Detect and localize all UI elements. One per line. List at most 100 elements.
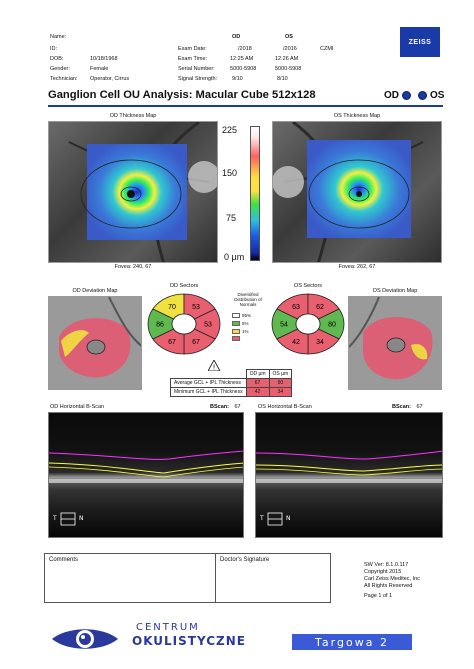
signature-label: Doctor's Signature — [220, 557, 270, 563]
scale-bottom: 0 µm — [224, 252, 245, 262]
os-sector-value: 80 — [328, 322, 336, 329]
os-fovea: Fovea: 262, 67 — [338, 264, 376, 270]
zeiss-logo-text: ZEISS — [408, 38, 432, 46]
serial-os: 5000-5908 — [275, 66, 302, 72]
thickness-os-value: 34 — [268, 387, 293, 397]
od-bscan-label-group: BScan: 67 — [210, 404, 241, 411]
sw-version: SW Ver: 8.1.0.117 — [364, 562, 409, 568]
os-thickness-map-graphic — [273, 122, 424, 262]
thickness-row-label: Minimum GCL + IPL Thickness — [170, 387, 247, 397]
scale-mid: 75 — [226, 213, 237, 223]
os-thickness-map — [272, 121, 442, 263]
serial-od: 5000-5908 — [230, 66, 257, 72]
exam-extra: CZMI — [320, 46, 334, 52]
os-sector-value: 54 — [280, 322, 288, 329]
signal-od: 9/10 — [232, 76, 243, 82]
os-bscan-graphic: T N — [256, 450, 442, 526]
thickness-row-label: Average GCL + IPL Thickness — [170, 378, 247, 388]
os-orientation-icon: T N — [259, 512, 291, 526]
gender-label: Gender: — [50, 66, 70, 72]
legend-5: 5% — [242, 321, 249, 326]
thickness-table: OD µm OS µm Average GCL + IPL Thickness … — [170, 369, 293, 397]
thickness-scale-bar — [250, 126, 260, 261]
svg-text:!: ! — [213, 364, 216, 372]
svg-text:N: N — [286, 515, 291, 522]
os-deviation-map — [348, 296, 442, 390]
od-thickness-caption: OD Thickness Map — [109, 113, 157, 119]
os-dot-icon — [418, 91, 427, 100]
legend-swatch-white — [232, 313, 240, 318]
thickness-os-value: 60 — [268, 378, 293, 388]
os-bscan-label: BScan: — [392, 404, 411, 410]
serial-label: Serial Number: — [178, 66, 215, 72]
exam-date-od: /2018 — [238, 46, 252, 52]
os-bscan-value: 67 — [416, 404, 423, 410]
os-deviation-graphic — [349, 297, 433, 380]
os-bscan-caption: OS Horizontal B-Scan — [258, 404, 312, 410]
page-number: Page 1 of 1 — [364, 593, 393, 599]
rights: All Rights Reserved — [364, 583, 413, 589]
od-bscan-label: BScan: — [210, 404, 229, 410]
clinic-address: Targowa 2 — [315, 635, 389, 649]
clinic-address-bar: Targowa 2 — [292, 634, 412, 650]
dob-value: 10/18/1968 — [90, 56, 118, 62]
od-bscan-graphic: T N — [49, 450, 243, 526]
thickness-col-od: OD µm — [245, 369, 270, 379]
exam-date-os: /2016 — [283, 46, 297, 52]
company: Carl Zeiss Meditec, Inc — [364, 576, 420, 582]
os-sector-value: 34 — [316, 339, 324, 346]
od-sector-value: 53 — [192, 304, 200, 311]
od-sector-value: 70 — [168, 304, 176, 311]
os-sector-value: 63 — [292, 304, 300, 311]
od-orientation-icon: T N — [52, 512, 84, 526]
od-deviation-caption: OD Deviation Map — [72, 288, 118, 294]
os-thickness-caption: OS Thickness Map — [333, 113, 381, 119]
thickness-od-value: 67 — [245, 378, 270, 388]
od-deviation-map — [48, 296, 142, 390]
title-divider — [48, 105, 443, 107]
col-os-header: OS — [285, 34, 293, 40]
exam-time-label: Exam Time: — [178, 56, 208, 62]
table-row: Average GCL + IPL Thickness 67 60 — [170, 378, 293, 388]
exam-date-label: Exam Date: — [178, 46, 207, 52]
os-sector-center — [295, 313, 321, 335]
os-sectors-caption: OS Sectors — [293, 283, 323, 289]
id-label: ID: — [50, 46, 58, 52]
legend-95: 95% — [242, 313, 252, 318]
od-sector-value: 67 — [192, 339, 200, 346]
zeiss-logo: ZEISS — [400, 27, 440, 57]
os-bscan-label-group: BScan: 67 — [392, 404, 423, 411]
od-dot-icon — [402, 91, 411, 100]
normative-legend: Diversified Distribution of Normals 95% … — [228, 292, 268, 341]
od-label: OD — [384, 90, 399, 101]
clinic-name-line1: CENTRUM — [136, 622, 200, 633]
od-thickness-map-graphic — [68, 122, 217, 262]
thickness-col-os: OS µm — [268, 369, 293, 379]
os-sector-value: 62 — [316, 304, 324, 311]
svg-text:T: T — [259, 515, 264, 522]
legend-1: 1% — [242, 329, 249, 334]
eye-legend: OD OS — [384, 90, 444, 101]
table-row: Minimum GCL + IPL Thickness 42 34 — [170, 387, 293, 397]
warning-icon: ! — [207, 358, 221, 372]
signal-label: Signal Strength: — [178, 76, 218, 82]
os-sectors-chart: 63 62 80 34 42 54 — [271, 293, 345, 355]
exam-time-os: 12:26 AM — [275, 56, 299, 62]
scale-top: 225 — [222, 125, 238, 135]
signature-box: Doctor's Signature — [216, 553, 331, 603]
thickness-scale: 225 150 75 0 µm — [222, 125, 272, 262]
od-sector-center — [171, 313, 197, 335]
col-od-header: OD — [232, 34, 241, 40]
od-bscan-caption: OD Horizontal B-Scan — [50, 404, 105, 410]
od-sector-value: 53 — [204, 322, 212, 329]
svg-text:T: T — [52, 515, 57, 522]
od-sector-value: 86 — [156, 322, 164, 329]
comments-box: Comments — [44, 553, 216, 603]
od-bscan-value: 67 — [234, 404, 241, 410]
technician-label: Technician: — [50, 76, 78, 82]
legend-title: Diversified Distribution of Normals — [234, 292, 262, 307]
od-fovea: Fovea: 240, 67 — [114, 264, 152, 270]
name-label: Name: — [50, 34, 67, 40]
os-sector-value: 42 — [292, 339, 300, 346]
os-deviation-caption: OS Deviation Map — [372, 288, 418, 294]
